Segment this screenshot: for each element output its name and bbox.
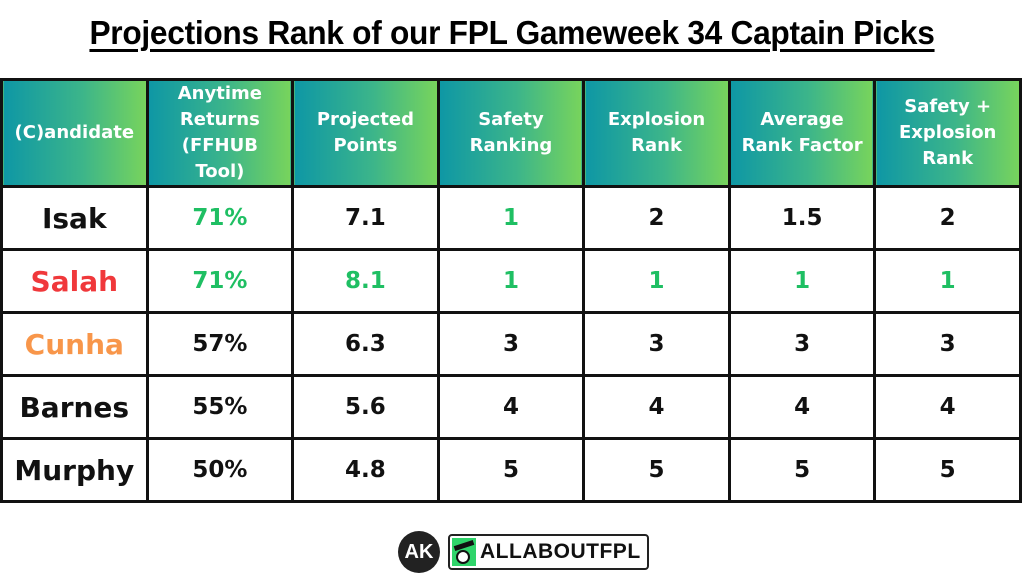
table-row: Cunha 57% 6.3 3 3 3 3 [0,311,1022,377]
projected-points: 6.3 [291,311,440,377]
ak-monogram-text: AK [404,540,434,563]
average-rank-factor: 4 [727,374,877,440]
explosion-rank: 1 [582,248,731,314]
average-rank-factor: 1.5 [727,185,877,251]
safety-explosion-rank: 3 [873,311,1022,377]
table-row: Isak 71% 7.1 1 2 1.5 2 [0,185,1022,251]
explosion-rank: 4 [582,374,731,440]
safety-explosion-rank: 4 [873,374,1022,440]
projected-points: 8.1 [291,248,440,314]
anytime-returns: 55% [145,374,295,440]
average-rank-factor: 1 [727,248,877,314]
table-row: Murphy 50% 4.8 5 5 5 5 [0,437,1022,503]
header-explosion-rank-label: Explosion Rank [607,109,706,156]
header-safety-ranking: Safety Ranking [436,78,586,188]
header-average-rank-factor: Average Rank Factor [727,78,877,188]
football-boot-icon [452,538,476,566]
explosion-rank: 5 [582,437,731,503]
anytime-returns: 50% [145,437,295,503]
header-safety-ranking-label: Safety Ranking [469,109,553,156]
header-safety-explosion-rank: Safety + Explosion Rank [873,78,1022,188]
projected-points: 7.1 [291,185,440,251]
candidate-name: Murphy [0,437,149,503]
anytime-returns: 57% [145,311,295,377]
average-rank-factor: 3 [727,311,877,377]
captain-projections-table: (C)andidate Anytime Returns (FFHUB Tool)… [0,78,1022,503]
safety-explosion-rank: 2 [873,185,1022,251]
safety-explosion-rank: 5 [873,437,1022,503]
average-rank-factor: 5 [727,437,877,503]
candidate-name: Salah [0,248,149,314]
explosion-rank: 3 [582,311,731,377]
anytime-returns: 71% [145,248,295,314]
projected-points: 4.8 [291,437,440,503]
brand-name: ALLABOUTFPL [480,540,641,563]
header-anytime-returns-label: Anytime Returns (FFHUB Tool) [177,83,262,182]
header-candidate: (C)andidate [0,78,149,188]
anytime-returns: 71% [145,185,295,251]
header-projected-points-label: Projected Points [316,109,414,156]
safety-explosion-rank: 1 [873,248,1022,314]
header-row: (C)andidate Anytime Returns (FFHUB Tool)… [0,78,1022,188]
safety-ranking: 4 [436,374,586,440]
table-row: Barnes 55% 5.6 4 4 4 4 [0,374,1022,440]
header-average-rank-factor-label: Average Rank Factor [741,109,863,156]
allaboutfpl-logo: ALLABOUTFPL [448,534,649,570]
candidate-name: Barnes [0,374,149,440]
safety-ranking: 5 [436,437,586,503]
table-row: Salah 71% 8.1 1 1 1 1 [0,248,1022,314]
header-projected-points: Projected Points [291,78,440,188]
candidate-name: Cunha [0,311,149,377]
projected-points: 5.6 [291,374,440,440]
header-anytime-returns: Anytime Returns (FFHUB Tool) [145,78,295,188]
header-safety-explosion-rank-label: Safety + Explosion Rank [898,96,997,169]
ak-monogram-logo: AK [398,531,440,573]
header-explosion-rank: Explosion Rank [582,78,731,188]
safety-ranking: 1 [436,248,586,314]
page-title: Projections Rank of our FPL Gameweek 34 … [89,14,935,51]
safety-ranking: 3 [436,311,586,377]
explosion-rank: 2 [582,185,731,251]
footer-logos: AK ALLABOUTFPL [398,530,649,574]
safety-ranking: 1 [436,185,586,251]
candidate-name: Isak [0,185,149,251]
